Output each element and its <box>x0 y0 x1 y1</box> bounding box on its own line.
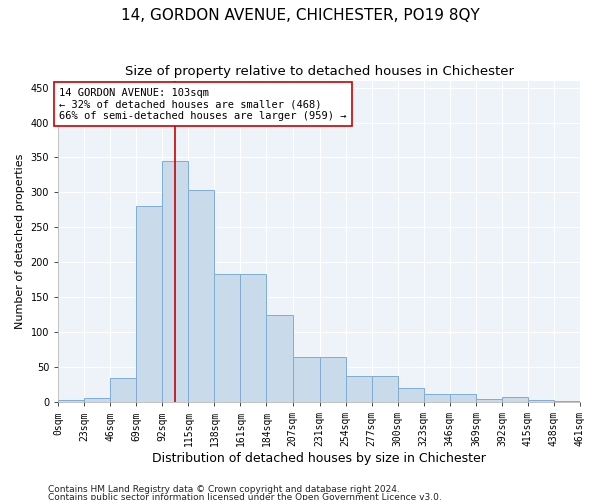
Text: 14, GORDON AVENUE, CHICHESTER, PO19 8QY: 14, GORDON AVENUE, CHICHESTER, PO19 8QY <box>121 8 479 22</box>
Text: Contains HM Land Registry data © Crown copyright and database right 2024.: Contains HM Land Registry data © Crown c… <box>48 486 400 494</box>
Bar <box>241 274 266 402</box>
Bar <box>293 356 320 402</box>
Bar <box>110 378 136 402</box>
Bar <box>136 206 163 402</box>
Bar <box>424 394 450 402</box>
Bar <box>554 401 580 402</box>
Bar <box>214 274 241 402</box>
Bar <box>450 394 476 402</box>
Text: 14 GORDON AVENUE: 103sqm
← 32% of detached houses are smaller (468)
66% of semi-: 14 GORDON AVENUE: 103sqm ← 32% of detach… <box>59 88 347 120</box>
X-axis label: Distribution of detached houses by size in Chichester: Distribution of detached houses by size … <box>152 452 486 465</box>
Bar <box>84 398 110 402</box>
Bar <box>266 316 293 402</box>
Title: Size of property relative to detached houses in Chichester: Size of property relative to detached ho… <box>125 65 514 78</box>
Bar <box>372 376 398 402</box>
Bar <box>346 376 372 402</box>
Bar <box>188 190 214 402</box>
Bar <box>163 161 188 402</box>
Bar <box>502 396 528 402</box>
Bar <box>58 400 84 402</box>
Bar <box>320 356 346 402</box>
Y-axis label: Number of detached properties: Number of detached properties <box>15 154 25 329</box>
Bar <box>398 388 424 402</box>
Bar <box>476 398 502 402</box>
Bar <box>528 400 554 402</box>
Text: Contains public sector information licensed under the Open Government Licence v3: Contains public sector information licen… <box>48 492 442 500</box>
